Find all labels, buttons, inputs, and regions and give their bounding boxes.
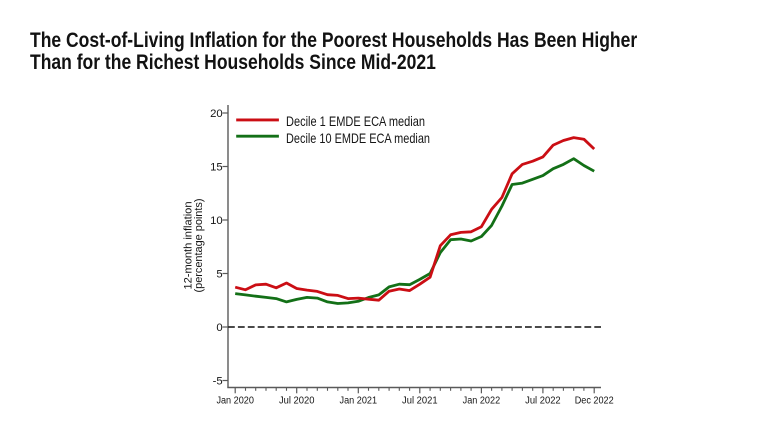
svg-text:(percentage points): (percentage points)	[193, 199, 205, 293]
svg-text:Jul 2022: Jul 2022	[525, 396, 561, 407]
svg-text:Jul 2020: Jul 2020	[279, 396, 315, 407]
svg-text:Jan 2022: Jan 2022	[463, 396, 501, 407]
svg-text:Jan 2020: Jan 2020	[216, 396, 254, 407]
svg-text:Jul 2021: Jul 2021	[402, 396, 438, 407]
svg-text:10: 10	[210, 215, 223, 227]
svg-text:20: 20	[210, 108, 223, 120]
svg-text:Jan 2021: Jan 2021	[340, 396, 378, 407]
svg-text:12-month inflation: 12-month inflation	[183, 202, 195, 290]
svg-text:Dec 2022: Dec 2022	[575, 396, 614, 407]
svg-text:-5: -5	[213, 376, 223, 388]
svg-text:15: 15	[210, 162, 223, 174]
svg-text:Decile 1 EMDE ECA median: Decile 1 EMDE ECA median	[286, 113, 425, 129]
svg-text:Decile 10 EMDE ECA median: Decile 10 EMDE ECA median	[286, 130, 430, 146]
svg-text:5: 5	[216, 269, 222, 281]
svg-text:0: 0	[216, 322, 222, 334]
